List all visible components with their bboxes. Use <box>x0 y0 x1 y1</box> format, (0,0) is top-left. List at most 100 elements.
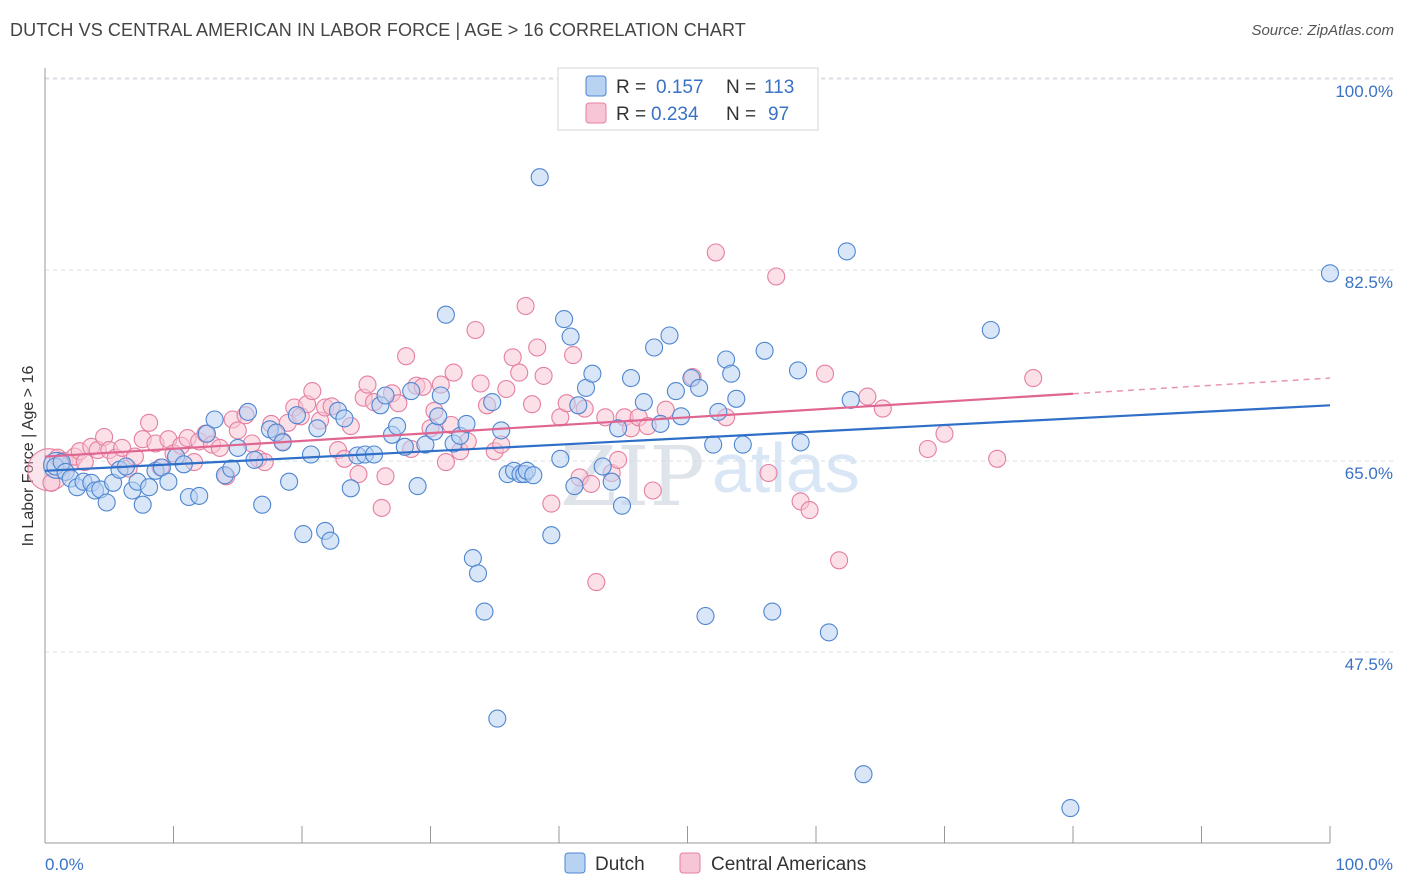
watermark-atlas: atlas <box>712 429 860 507</box>
legend-swatch-central-americans <box>585 102 607 124</box>
data-point <box>727 389 746 408</box>
data-point <box>528 338 547 357</box>
data-point <box>197 424 216 443</box>
data-point <box>159 472 178 491</box>
data-point <box>133 495 152 514</box>
data-point <box>503 348 522 367</box>
legend-ca-n-value: 97 <box>768 104 789 125</box>
data-point <box>690 378 709 397</box>
data-point <box>376 467 395 486</box>
data-point <box>542 526 561 545</box>
data-point <box>935 424 954 443</box>
bottom-legend-central-americans: Central Americans <box>711 854 866 875</box>
data-point <box>918 439 937 459</box>
data-point <box>416 435 435 454</box>
bottom-legend-swatch-dutch <box>564 852 586 874</box>
data-point <box>457 414 476 433</box>
data-point <box>988 449 1007 468</box>
data-point <box>408 477 427 496</box>
data-point <box>755 341 774 360</box>
data-point <box>222 459 241 478</box>
data-point <box>582 474 601 493</box>
data-point <box>429 407 448 426</box>
y-tick-label: 47.5% <box>1345 655 1393 674</box>
data-point <box>704 435 723 454</box>
series-dutch <box>43 168 1340 818</box>
data-point <box>238 402 258 421</box>
data-point <box>733 435 752 454</box>
series-central-americans <box>27 243 1043 592</box>
y-tick-label: 100.0% <box>1335 82 1393 101</box>
data-point <box>210 438 229 457</box>
data-point <box>349 465 368 484</box>
bottom-legend-dutch: Dutch <box>595 854 645 875</box>
data-point <box>609 419 628 438</box>
legend-ca-n-label: N = <box>726 104 756 125</box>
data-point <box>497 379 516 399</box>
data-point <box>759 463 778 483</box>
data-point <box>466 320 485 340</box>
data-point <box>800 501 819 520</box>
x-tick-label-max: 100.0% <box>1335 855 1393 874</box>
data-point <box>602 472 621 491</box>
stats-legend: R = 0.157 N = 113 R = 0.234 N = 97 <box>557 67 819 131</box>
data-point <box>308 419 327 438</box>
chart-title: DUTCH VS CENTRAL AMERICAN IN LABOR FORCE… <box>10 20 746 40</box>
data-point <box>1024 369 1043 388</box>
data-point <box>660 326 679 345</box>
legend-dutch-n-value: 113 <box>764 77 794 98</box>
data-point <box>634 393 653 412</box>
data-point <box>841 390 860 409</box>
data-point <box>542 494 561 513</box>
trend-line-central-americans <box>44 392 1074 458</box>
data-point <box>321 531 340 550</box>
data-point <box>468 564 488 583</box>
data-point <box>854 765 873 784</box>
data-point <box>388 417 407 436</box>
data-point <box>483 393 502 412</box>
data-point <box>280 472 299 491</box>
data-point <box>643 481 662 500</box>
data-point <box>837 242 856 261</box>
data-point <box>830 551 849 570</box>
data-point <box>335 409 354 428</box>
data-point <box>358 375 377 394</box>
data-point <box>530 168 549 187</box>
data-point <box>555 310 574 329</box>
data-point <box>788 361 808 380</box>
data-point <box>534 366 553 385</box>
series-legend: Dutch Central Americans <box>564 852 866 875</box>
data-point <box>402 382 421 401</box>
data-point <box>1320 264 1340 283</box>
legend-dutch-r-label: R = <box>616 77 646 98</box>
data-point <box>709 402 728 421</box>
legend-ca-r-label: R = <box>616 104 646 125</box>
y-tick-label: 82.5% <box>1345 273 1393 292</box>
data-point <box>510 363 529 382</box>
data-point <box>564 346 583 365</box>
data-point <box>287 406 306 425</box>
data-point <box>431 386 450 405</box>
data-point <box>819 623 838 642</box>
data-point <box>140 413 159 432</box>
data-point <box>858 387 877 406</box>
data-point <box>376 386 395 405</box>
data-point <box>706 243 725 262</box>
legend-swatch-dutch <box>585 75 607 97</box>
trend-line-dutch <box>44 404 1331 472</box>
data-point <box>395 437 414 456</box>
data-point <box>873 399 892 418</box>
data-point <box>341 479 360 498</box>
data-point <box>205 410 224 429</box>
data-point <box>436 453 455 472</box>
y-tick-label: 65.0% <box>1345 464 1393 483</box>
data-point <box>583 364 602 383</box>
source-credit: Source: ZipAtlas.com <box>1251 22 1394 39</box>
data-point <box>666 382 685 401</box>
data-point <box>228 421 247 440</box>
data-point <box>190 486 209 505</box>
data-point <box>1061 799 1080 818</box>
data-point <box>471 374 490 393</box>
data-point <box>303 382 322 401</box>
y-axis-labels: 47.5% 65.0% 82.5% 100.0% <box>1335 82 1393 674</box>
